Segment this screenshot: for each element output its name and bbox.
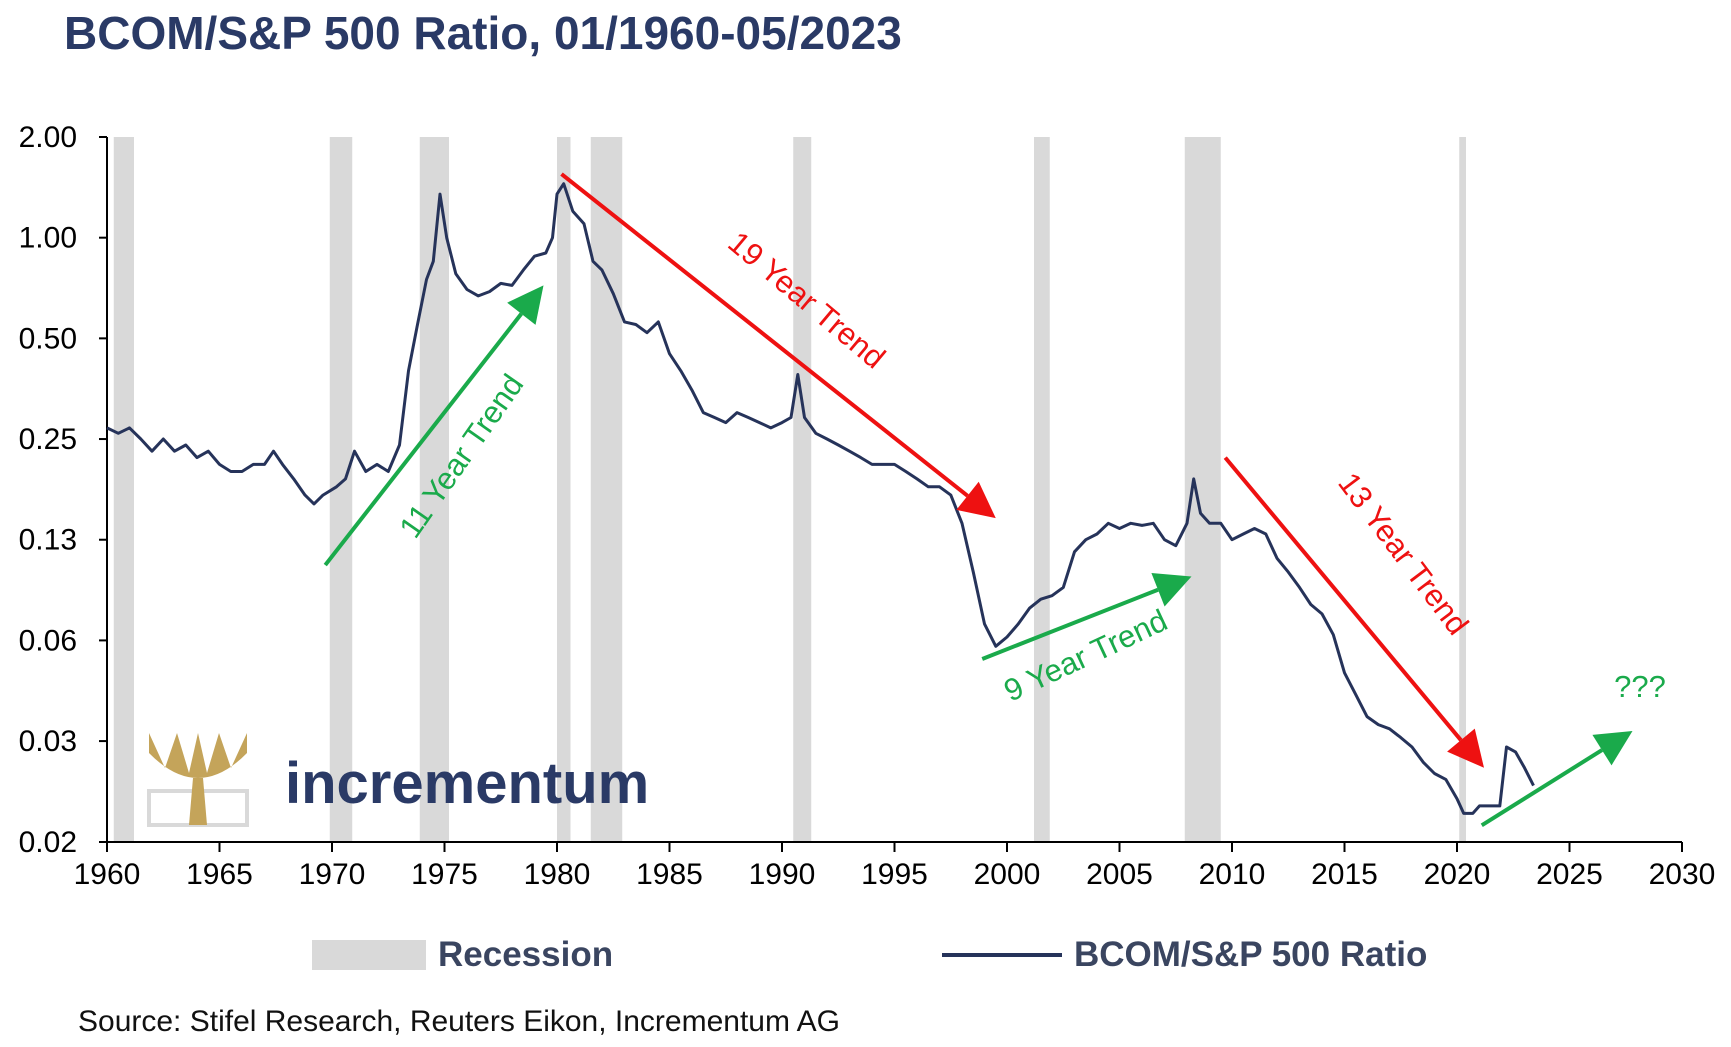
recession-swatch <box>312 940 426 970</box>
trend-label-3: 13 Year Trend <box>1331 466 1475 641</box>
recession-band-5 <box>793 137 812 842</box>
y-tick-label-4: 0.25 <box>19 423 77 456</box>
legend-series-label: BCOM/S&P 500 Ratio <box>1074 935 1428 974</box>
y-tick-label-0: 0.02 <box>19 826 77 859</box>
legend-series: BCOM/S&P 500 Ratio <box>942 930 1427 980</box>
logo-wordmark: incrementum <box>285 751 649 816</box>
x-tick-label-4: 1980 <box>524 858 591 891</box>
trend-arrow-4 <box>1480 748 1604 828</box>
y-tick-label-7: 2.00 <box>19 121 77 154</box>
x-tick-label-7: 1995 <box>861 858 928 891</box>
legend-recession: Recession <box>312 930 613 980</box>
x-tick-label-14: 2030 <box>1649 858 1716 891</box>
trend-arrow-1 <box>560 172 969 498</box>
recession-band-3 <box>557 137 571 842</box>
recession-band-0 <box>113 137 134 842</box>
x-tick-label-5: 1985 <box>636 858 703 891</box>
series-line-0 <box>106 182 1535 815</box>
x-tick-label-3: 1975 <box>411 858 478 891</box>
x-tick-label-6: 1990 <box>749 858 816 891</box>
x-tick-label-0: 1960 <box>74 858 141 891</box>
logo-trunk <box>189 778 207 825</box>
series-layer <box>106 182 1535 815</box>
x-tick-label-8: 2000 <box>974 858 1041 891</box>
y-tick-label-2: 0.06 <box>19 624 77 657</box>
x-tick-label-1: 1965 <box>186 858 253 891</box>
trend-arrowhead-2 <box>1151 573 1192 607</box>
trend-arrowhead-4 <box>1592 730 1633 766</box>
trend-arrow-0 <box>323 312 523 567</box>
x-tick-label-10: 2010 <box>1199 858 1266 891</box>
recession-band-8 <box>1459 137 1466 842</box>
trend-arrowhead-0 <box>507 285 544 325</box>
series-swatch <box>942 953 1062 957</box>
trend-arrow-2 <box>981 587 1159 661</box>
x-tick-label-12: 2020 <box>1424 858 1491 891</box>
source-note: Source: Stifel Research, Reuters Eikon, … <box>78 1005 840 1038</box>
incrementum-logo: incrementum <box>147 733 649 827</box>
legend-recession-label: Recession <box>438 935 614 974</box>
trend-arrow-3 <box>1223 456 1463 742</box>
y-tick-label-1: 0.03 <box>19 725 77 758</box>
trend-arrowhead-1 <box>956 481 996 519</box>
trend-label-0: 11 Year Trend <box>392 368 530 544</box>
x-tick-label-11: 2015 <box>1311 858 1378 891</box>
y-tick-label-3: 0.13 <box>19 524 77 557</box>
recession-band-6 <box>1034 137 1050 842</box>
trend-arrowhead-3 <box>1447 728 1484 768</box>
recession-bands <box>113 137 1466 842</box>
x-tick-label-9: 2005 <box>1086 858 1153 891</box>
y-tick-label-6: 1.00 <box>19 222 77 255</box>
x-tick-label-2: 1970 <box>299 858 366 891</box>
y-tick-label-5: 0.50 <box>19 322 77 355</box>
recession-band-4 <box>590 137 623 842</box>
chart-title: BCOM/S&P 500 Ratio, 01/1960-05/2023 <box>64 7 902 59</box>
axes: 0.02 0.03 0.06 0.13 0.25 0.50 1.00 2.00 1960 1965… <box>19 121 1716 891</box>
recession-band-1 <box>329 137 353 842</box>
x-tick-label-13: 2025 <box>1536 858 1603 891</box>
recession-band-7 <box>1184 137 1221 842</box>
trend-label-4: ??? <box>1614 669 1666 704</box>
tree-icon <box>149 733 247 778</box>
